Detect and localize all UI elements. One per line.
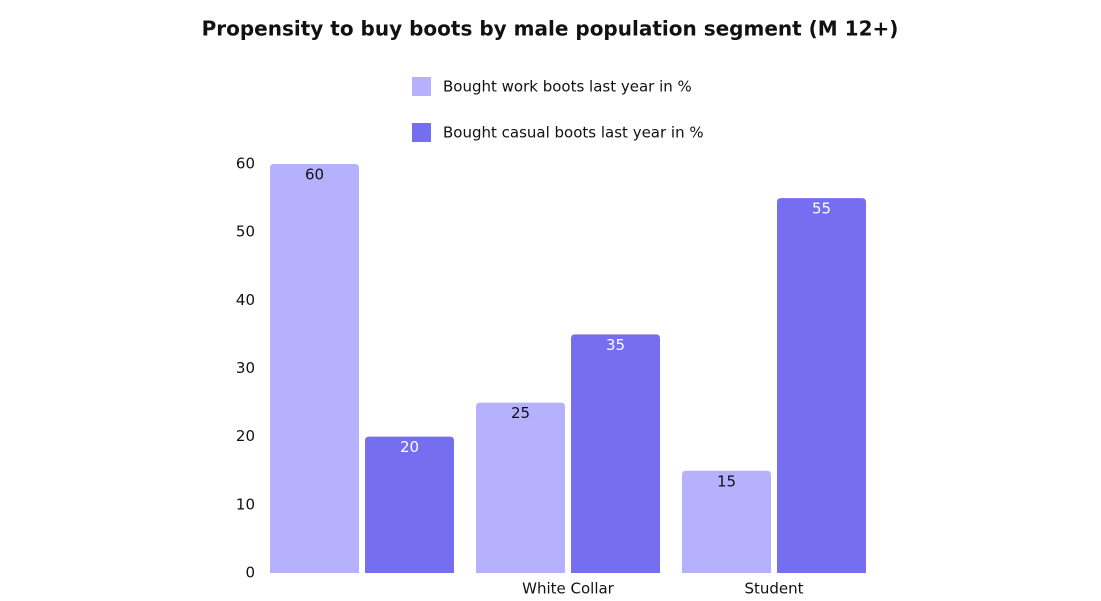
bar (777, 198, 866, 574)
bar (682, 470, 771, 573)
value-label: 15 (717, 472, 736, 490)
y-tick-label: 50 (236, 223, 255, 241)
y-tick-label: 0 (245, 564, 255, 582)
legend-swatch (412, 77, 431, 96)
value-label: 20 (400, 438, 419, 456)
y-tick-label: 10 (236, 495, 255, 513)
value-label: 35 (606, 336, 625, 354)
chart-title: Propensity to buy boots by male populati… (202, 17, 899, 41)
y-tick-label: 40 (236, 291, 255, 309)
value-label: 55 (812, 200, 831, 218)
bar (571, 334, 660, 573)
value-label: 25 (511, 404, 530, 422)
x-tick-label: White Collar (522, 580, 615, 598)
y-tick-label: 30 (236, 359, 255, 377)
y-tick-label: 60 (236, 155, 255, 173)
value-label: 60 (305, 166, 324, 184)
bar (476, 402, 565, 573)
bar (270, 164, 359, 573)
x-tick-label: Student (744, 580, 803, 598)
y-tick-label: 20 (236, 427, 255, 445)
legend-label: Bought casual boots last year in % (443, 124, 704, 142)
legend-swatch (412, 123, 431, 142)
bar (365, 436, 454, 573)
legend-label: Bought work boots last year in % (443, 78, 692, 96)
